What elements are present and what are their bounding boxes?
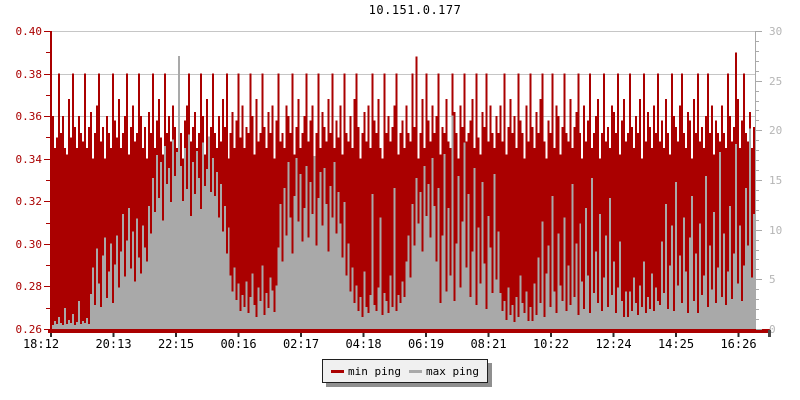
svg-text:0.38: 0.38 — [16, 68, 43, 81]
svg-text:06:19: 06:19 — [408, 337, 444, 351]
svg-text:10:22: 10:22 — [533, 337, 569, 351]
svg-text:12:24: 12:24 — [595, 337, 631, 351]
svg-text:22:15: 22:15 — [158, 337, 194, 351]
graph-title: 10.151.0.177 — [368, 3, 462, 17]
svg-text:10: 10 — [769, 224, 782, 237]
legend-label-min-ping: min ping — [348, 364, 401, 378]
svg-text:0.36: 0.36 — [16, 110, 43, 123]
legend: min ping max ping — [322, 359, 488, 383]
svg-text:0.34: 0.34 — [16, 153, 43, 166]
svg-text:08:21: 08:21 — [470, 337, 506, 351]
svg-text:30: 30 — [769, 25, 782, 38]
max-ping-swatch-icon — [408, 369, 422, 373]
legend-item-min-ping: min ping — [331, 365, 401, 378]
svg-text:18:12: 18:12 — [23, 337, 59, 351]
svg-text:15: 15 — [769, 174, 782, 187]
svg-text:14:25: 14:25 — [658, 337, 694, 351]
svg-text:16:26: 16:26 — [720, 337, 756, 351]
svg-text:04:18: 04:18 — [345, 337, 381, 351]
svg-text:0: 0 — [769, 323, 776, 336]
svg-text:20: 20 — [769, 124, 782, 137]
svg-text:00:16: 00:16 — [220, 337, 256, 351]
svg-text:0.40: 0.40 — [16, 25, 43, 38]
svg-text:0.28: 0.28 — [16, 280, 43, 293]
min-ping-swatch-icon — [331, 369, 344, 373]
svg-text:25: 25 — [769, 75, 782, 88]
legend-label-max-ping: max ping — [425, 364, 479, 378]
svg-text:20:13: 20:13 — [95, 337, 131, 351]
legend-item-max-ping: max ping — [408, 364, 479, 378]
svg-text:02:17: 02:17 — [283, 337, 319, 351]
svg-text:0.26: 0.26 — [16, 323, 43, 336]
svg-text:0.32: 0.32 — [16, 195, 43, 208]
svg-text:5: 5 — [769, 273, 776, 286]
svg-text:0.30: 0.30 — [16, 238, 43, 251]
